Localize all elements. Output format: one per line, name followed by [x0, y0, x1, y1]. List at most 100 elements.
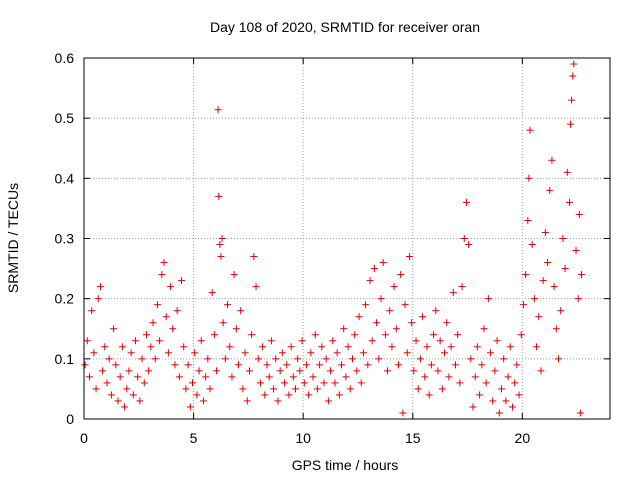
data-point [500, 355, 508, 363]
data-point [445, 373, 453, 381]
data-point [489, 397, 497, 405]
data-point [213, 367, 221, 375]
data-point [484, 295, 492, 303]
data-point [254, 355, 262, 363]
data-point [307, 349, 315, 357]
data-point [399, 409, 407, 417]
data-point [142, 331, 150, 339]
data-point [530, 295, 538, 303]
data-point [526, 126, 534, 134]
data-point [447, 343, 455, 351]
data-point [316, 361, 324, 369]
data-point [458, 283, 466, 291]
data-point [305, 391, 313, 399]
data-point [357, 379, 365, 387]
data-point [230, 271, 238, 279]
data-point [473, 343, 481, 351]
data-point [81, 361, 89, 369]
data-point [118, 343, 126, 351]
data-point [149, 319, 157, 327]
data-point [171, 361, 179, 369]
data-point [405, 253, 413, 261]
data-point [164, 349, 172, 357]
data-point [145, 367, 153, 375]
data-point [182, 385, 190, 393]
data-point [218, 235, 226, 242]
data-point [498, 385, 506, 393]
data-point [311, 331, 319, 339]
data-point [550, 283, 558, 291]
data-point [427, 361, 435, 369]
data-point [184, 361, 192, 369]
data-point [368, 337, 376, 345]
data-point [333, 349, 341, 357]
data-point [175, 373, 183, 381]
data-point [217, 253, 225, 261]
data-point [276, 367, 284, 375]
data-point [241, 349, 249, 357]
data-point [504, 373, 512, 381]
data-point [243, 397, 251, 405]
data-point [281, 379, 289, 387]
data-point [541, 228, 549, 236]
data-point [528, 241, 536, 249]
data-point [291, 385, 299, 393]
y-tick-label: 0.1 [55, 351, 75, 367]
data-point [219, 319, 227, 327]
data-point [96, 283, 104, 291]
data-point [237, 307, 245, 315]
data-point [158, 271, 166, 279]
data-point [375, 355, 383, 363]
data-point [160, 259, 168, 267]
data-point [116, 373, 124, 381]
data-point [285, 391, 293, 399]
data-point [263, 361, 271, 369]
data-point [136, 397, 144, 405]
data-point [267, 337, 275, 345]
data-point [287, 343, 295, 351]
data-point [197, 337, 205, 345]
data-point [204, 355, 212, 363]
data-point [353, 367, 361, 375]
data-point [377, 295, 385, 303]
data-point [188, 379, 196, 387]
data-point [239, 385, 247, 393]
data-point [99, 367, 107, 375]
data-point [259, 343, 267, 351]
data-point [216, 241, 224, 249]
data-point [103, 379, 111, 387]
data-point [511, 379, 519, 387]
data-point [436, 337, 444, 345]
data-point [261, 391, 269, 399]
data-point [476, 391, 484, 399]
data-point [491, 367, 499, 375]
data-point [482, 379, 490, 387]
data-point [366, 277, 374, 285]
data-point [90, 349, 98, 357]
data-point [425, 391, 433, 399]
data-point [443, 319, 451, 327]
data-point [493, 337, 501, 345]
data-point [274, 397, 282, 405]
data-point [525, 174, 533, 182]
data-point [147, 343, 155, 351]
data-point [151, 355, 159, 363]
data-point [390, 283, 398, 291]
data-point [338, 361, 346, 369]
data-point [270, 385, 278, 393]
data-point [327, 367, 335, 375]
data-point [191, 349, 199, 357]
data-point [567, 120, 575, 128]
data-point [351, 331, 359, 339]
data-point [173, 307, 181, 315]
data-point [568, 96, 576, 104]
data-point [502, 397, 510, 405]
data-point [88, 307, 96, 315]
data-point [322, 355, 330, 363]
data-point [226, 343, 234, 351]
data-point [167, 283, 175, 291]
data-point [210, 331, 218, 339]
data-point [392, 325, 400, 333]
data-point [408, 319, 416, 327]
data-point [202, 373, 210, 381]
